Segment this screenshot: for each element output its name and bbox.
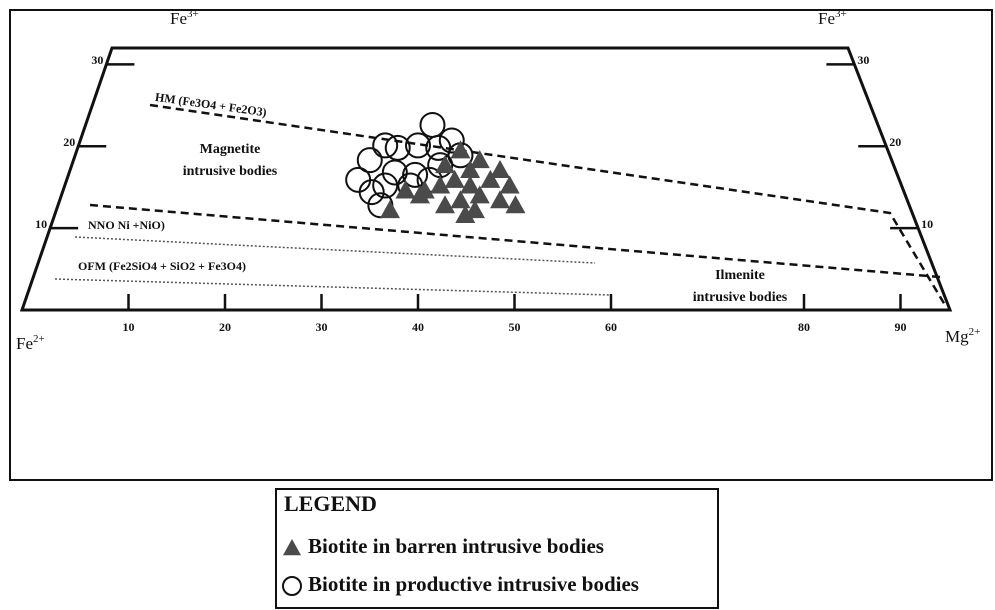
legend-label: Biotite in barren intrusive bodies xyxy=(308,534,604,558)
ilmenite-label: Ilmenite xyxy=(715,268,765,283)
legend-marker xyxy=(283,539,301,556)
magnetite-label: intrusive bodies xyxy=(183,164,278,179)
nno-dotted xyxy=(74,236,596,264)
corner-base: Mg xyxy=(945,327,969,346)
corner-label: Mg2+ xyxy=(945,326,980,346)
triangle-point xyxy=(469,150,490,169)
corner-label: Fe3+ xyxy=(818,8,847,28)
corner-label: Fe2+ xyxy=(16,333,45,353)
circle-point xyxy=(405,132,431,159)
circle-point xyxy=(419,111,446,138)
left-tick-label: 30 xyxy=(91,53,103,67)
x-tick-label: 40 xyxy=(412,320,424,334)
hm-buffer xyxy=(149,103,947,306)
corner-base: Fe xyxy=(818,9,835,28)
corner-sup: 2+ xyxy=(33,333,45,345)
circle-point xyxy=(372,172,399,199)
triangle-point xyxy=(455,205,476,224)
triangle-point xyxy=(395,180,416,199)
left-tick-label: 10 xyxy=(35,217,47,231)
legend-title: LEGEND xyxy=(284,491,377,516)
circle-point xyxy=(438,127,465,154)
circle-point xyxy=(358,179,385,206)
triangle-point xyxy=(460,159,481,178)
x-tick-label: 30 xyxy=(316,320,328,334)
triangle-point xyxy=(430,175,451,194)
x-tick-label: 50 xyxy=(509,320,521,334)
diagram-outline xyxy=(19,46,953,312)
right-tick-label: 30 xyxy=(857,53,869,67)
frame xyxy=(9,9,993,481)
legend-box xyxy=(275,488,719,609)
circle-point xyxy=(356,147,383,174)
circle-point xyxy=(345,166,372,193)
left-tick-label: 20 xyxy=(63,135,75,149)
triangle-point xyxy=(490,190,511,209)
x-tick-label: 20 xyxy=(219,320,231,334)
legend-marker xyxy=(282,576,302,596)
triangle-point xyxy=(505,195,526,214)
right-tick-label: 10 xyxy=(921,217,933,231)
corner-sup: 2+ xyxy=(969,326,981,338)
x-tick-label: 80 xyxy=(798,320,810,334)
circle-point xyxy=(381,159,408,186)
triangle-point xyxy=(435,195,456,214)
ofm-label: OFM (Fe2SiO4 + SiO2 + Fe3O4) xyxy=(78,259,246,273)
right-tick-label: 20 xyxy=(889,135,901,149)
triangle-point xyxy=(480,169,501,188)
corner-sup: 3+ xyxy=(835,8,847,20)
corner-sup: 3+ xyxy=(187,8,199,20)
triangle-point xyxy=(450,190,471,209)
triangle-point xyxy=(490,159,511,178)
x-tick-label: 60 xyxy=(605,320,617,334)
hm-label: HM (Fe3O4 + Fe2O3) xyxy=(154,90,267,120)
triangle-point xyxy=(409,185,430,204)
legend-label: Biotite in productive intrusive bodies xyxy=(308,572,639,596)
nno-label: NNO Ni +NiO) xyxy=(88,218,165,232)
x-tick-label: 10 xyxy=(123,320,135,334)
triangle-point xyxy=(435,155,456,174)
corner-base: Fe xyxy=(170,9,187,28)
triangle-point xyxy=(469,185,490,204)
triangle-point xyxy=(444,169,465,188)
corner-base: Fe xyxy=(16,334,33,353)
ilmenite-label: intrusive bodies xyxy=(693,290,788,305)
corner-label: Fe3+ xyxy=(170,8,199,28)
magnetite-label: Magnetite xyxy=(200,142,261,157)
triangle-point xyxy=(380,200,401,219)
ofm-dotted xyxy=(54,278,611,296)
triangle-point xyxy=(499,175,520,194)
x-tick-label: 90 xyxy=(895,320,907,334)
circle-point xyxy=(372,132,399,159)
triangle-point xyxy=(460,175,481,194)
triangle-point xyxy=(450,140,471,159)
